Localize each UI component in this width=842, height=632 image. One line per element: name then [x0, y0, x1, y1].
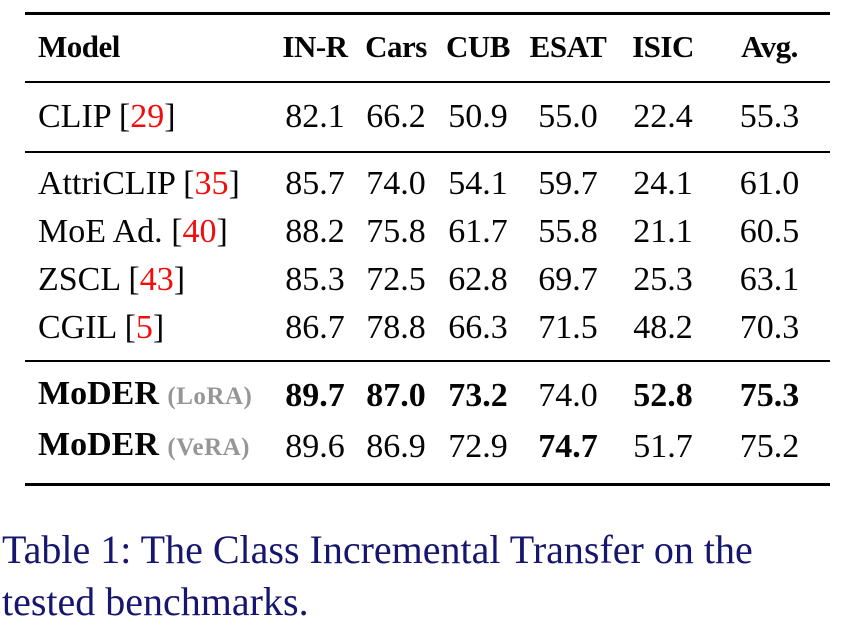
metric-cell: 22.4	[633, 98, 693, 135]
table-caption: Table 1: The Class Incremental Transfer …	[2, 527, 753, 624]
table-row: MoDER (VeRA) 89.6 86.9 72.9 74.7 51.7 75.2	[25, 421, 830, 485]
metric-cell: 25.3	[633, 261, 693, 298]
model-name: AttriCLIP	[38, 165, 175, 202]
header-in-r: IN-R	[282, 29, 348, 64]
model-name: CGIL	[38, 309, 117, 346]
model-cell: AttriCLIP [35]	[38, 165, 240, 202]
results-table: Model IN-R Cars CUB ESAT ISIC Avg. CLIP …	[25, 12, 830, 486]
metric-cell: 66.2	[366, 98, 426, 135]
metric-cell: 89.6	[285, 427, 345, 465]
model-name: MoE Ad.	[38, 213, 163, 250]
model-name: MoDER	[38, 426, 159, 463]
metric-cell: 88.2	[285, 213, 345, 250]
metric-cell: 87.0	[366, 376, 426, 414]
metric-cell: 61.0	[739, 165, 800, 202]
metric-cell: 66.3	[448, 309, 508, 346]
metric-cell: 82.1	[285, 98, 345, 135]
metric-cell: 85.7	[285, 165, 345, 202]
model-cell: MoDER (VeRA)	[25, 421, 275, 485]
metric-cell: 61.7	[448, 213, 508, 250]
metric-cell: 89.7	[285, 376, 345, 414]
table-row: AttriCLIP [35] 85.7 74.0 54.1 59.7 24.1 61.0	[25, 152, 830, 208]
metric-cell: 75.8	[366, 213, 426, 250]
metric-cell: 63.1	[739, 261, 800, 298]
metric-cell: 62.8	[448, 261, 508, 298]
metric-cell: 69.7	[538, 261, 598, 298]
header-model: Model	[38, 29, 120, 64]
citation-ref[interactable]: 35	[194, 165, 229, 202]
metric-cell: 55.8	[538, 213, 598, 250]
metric-cell: 74.7	[538, 427, 598, 465]
metric-cell: 86.9	[366, 427, 426, 465]
metric-cell: 55.0	[538, 98, 598, 135]
model-cell: CLIP [29]	[38, 98, 176, 135]
metric-cell: 78.8	[366, 309, 426, 346]
metric-cell: 75.2	[739, 427, 800, 465]
metric-cell: 74.0	[538, 376, 598, 414]
metric-cell: 70.3	[739, 309, 800, 346]
table-row: MoDER (LoRA) 89.7 87.0 73.2 74.0 52.8 75.3	[25, 361, 830, 421]
metric-cell: 73.2	[448, 376, 508, 414]
metric-cell: 51.7	[633, 427, 693, 465]
header-avg: Avg.	[741, 29, 798, 64]
table-row: CLIP [29] 82.1 66.2 50.9 55.0 22.4 55.3	[25, 82, 830, 152]
header-esat: ESAT	[529, 29, 607, 64]
metric-cell: 59.7	[538, 165, 598, 202]
metric-cell: 60.5	[739, 213, 800, 250]
citation-ref[interactable]: 29	[130, 98, 165, 135]
header-cars: Cars	[365, 29, 427, 64]
metric-cell: 50.9	[448, 98, 508, 135]
table-row: CGIL [5] 86.7 78.8 66.3 71.5 48.2 70.3	[25, 304, 830, 361]
table-row: MoE Ad. [40] 88.2 75.8 61.7 55.8 21.1 60.5	[25, 208, 830, 256]
model-name: CLIP	[38, 98, 111, 135]
metric-cell: 52.8	[633, 376, 693, 414]
metric-cell: 21.1	[633, 213, 693, 250]
model-cell: MoE Ad. [40]	[38, 213, 228, 250]
metric-cell: 75.3	[739, 376, 800, 414]
table-group: CLIP [29] 82.1 66.2 50.9 55.0 22.4 55.3	[25, 82, 830, 152]
model-name: MoDER	[38, 375, 159, 412]
table-group: AttriCLIP [35] 85.7 74.0 54.1 59.7 24.1 61.0 Mo…	[25, 152, 830, 361]
metric-cell: 86.7	[285, 309, 345, 346]
metric-cell: 72.9	[448, 427, 508, 465]
table-header: Model IN-R Cars CUB ESAT ISIC Avg.	[25, 14, 830, 82]
metric-cell: 71.5	[538, 309, 598, 346]
table-group: MoDER (LoRA) 89.7 87.0 73.2 74.0 52.8 75.3 MoDE…	[25, 361, 830, 485]
metric-cell: 54.1	[448, 165, 508, 202]
model-cell: CGIL [5]	[38, 309, 165, 346]
metric-cell: 85.3	[285, 261, 345, 298]
header-row: Model IN-R Cars CUB ESAT ISIC Avg.	[25, 14, 830, 82]
model-cell: ZSCL [43]	[38, 261, 186, 298]
header-cub: CUB	[446, 29, 510, 64]
metric-cell: 48.2	[633, 309, 693, 346]
citation-ref[interactable]: 43	[139, 261, 174, 298]
metric-cell: 55.3	[739, 98, 800, 135]
model-variant: (LoRA)	[167, 383, 253, 410]
model-name: ZSCL	[38, 261, 120, 298]
model-cell: MoDER (LoRA)	[25, 361, 275, 421]
model-variant: (VeRA)	[167, 434, 251, 461]
metric-cell: 74.0	[366, 165, 426, 202]
citation-ref[interactable]: 40	[182, 213, 217, 250]
metric-cell: 72.5	[366, 261, 426, 298]
table-row: ZSCL [43] 85.3 72.5 62.8 69.7 25.3 63.1	[25, 256, 830, 304]
header-isic: ISIC	[632, 29, 694, 64]
metric-cell: 24.1	[633, 165, 693, 202]
citation-ref[interactable]: 5	[135, 309, 153, 346]
